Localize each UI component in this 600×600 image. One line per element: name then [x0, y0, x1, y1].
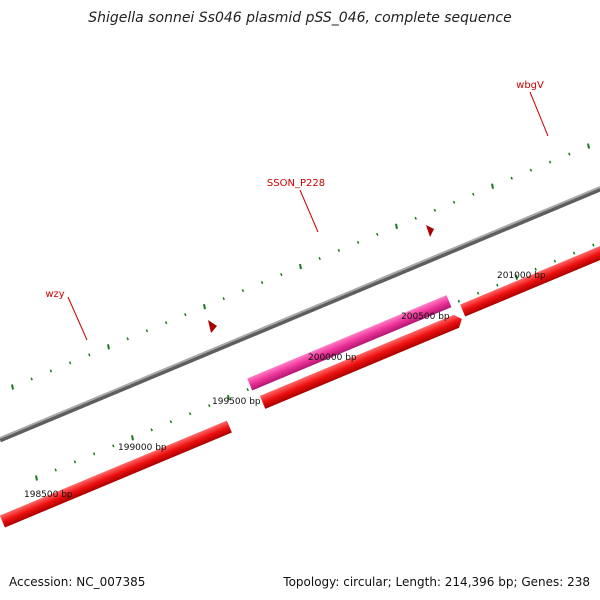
minor-tick	[92, 452, 96, 456]
minor-tick	[241, 289, 245, 293]
major-tick	[11, 384, 14, 390]
map-title: Shigella sonnei Ss046 plasmid pSS_046, c…	[88, 10, 512, 26]
minor-tick	[452, 200, 456, 204]
major-tick	[299, 263, 302, 270]
minor-tick	[73, 460, 77, 464]
minor-tick	[414, 216, 417, 220]
major-tick	[491, 183, 494, 189]
minor-tick	[54, 468, 57, 472]
minor-tick	[318, 256, 321, 261]
major-tick	[203, 303, 206, 310]
minor-tick	[572, 251, 576, 255]
minor-tick	[529, 168, 533, 172]
ruler-label-200000: 200000 bp	[308, 353, 357, 363]
sequence-backbone	[0, 186, 600, 443]
ruler-label-201000: 201000 bp	[497, 271, 546, 281]
minor-tick	[222, 297, 225, 301]
minor-tick	[457, 299, 461, 303]
gene-label-text: wbgV	[516, 80, 544, 91]
minor-tick	[472, 192, 475, 196]
ruler-label-198500: 198500 bp	[24, 490, 73, 500]
minor-tick	[68, 361, 72, 365]
minor-tick	[568, 152, 571, 156]
gene-label-wbgV: wbgV	[516, 80, 549, 137]
minor-tick	[112, 444, 115, 448]
minor-tick	[88, 353, 91, 357]
minor-tick	[184, 313, 187, 317]
minor-tick	[356, 240, 360, 244]
gene-SSON-P228-arrow[interactable]	[247, 295, 452, 391]
ruler-label-199000: 199000 bp	[118, 443, 167, 453]
gene-label-wzy: wzy	[45, 289, 88, 341]
gene-wzy-arrow[interactable]	[0, 420, 232, 528]
minor-tick	[476, 291, 480, 295]
minor-tick	[510, 176, 513, 180]
minor-tick	[145, 329, 149, 333]
minor-tick	[592, 243, 595, 247]
minor-tick	[49, 369, 53, 373]
gene-label-text: wzy	[45, 289, 64, 300]
gene-label-text: SSON_P228	[267, 178, 325, 189]
minor-tick	[337, 248, 341, 252]
accession-text: Accession: NC_007385	[9, 575, 146, 589]
middle-arrowhead	[426, 225, 434, 237]
outer-tick-row	[11, 143, 590, 390]
minor-tick	[260, 281, 264, 285]
minor-tick	[376, 232, 379, 236]
major-tick	[227, 394, 230, 401]
major-tick	[35, 475, 38, 481]
minor-tick	[150, 428, 153, 432]
major-tick	[131, 435, 134, 441]
major-tick	[587, 143, 590, 149]
minor-tick	[553, 259, 557, 263]
minor-tick	[30, 377, 33, 381]
major-tick	[515, 274, 518, 280]
major-tick	[107, 344, 110, 350]
gene-middle-arrow[interactable]	[259, 313, 465, 409]
minor-tick	[496, 283, 499, 287]
minor-tick	[280, 273, 283, 277]
major-tick	[395, 223, 398, 230]
minor-tick	[126, 337, 129, 341]
minor-tick	[534, 267, 537, 271]
minor-tick	[208, 404, 211, 408]
minor-tick	[548, 160, 552, 164]
gene-wbgV-arrow[interactable]	[460, 227, 600, 317]
minor-tick	[169, 420, 173, 424]
ruler-label-200500: 200500 bp	[401, 312, 450, 322]
wzy-arrowhead	[208, 320, 217, 333]
minor-tick	[164, 321, 168, 325]
minor-tick	[188, 412, 192, 416]
gene-label-SSON-P228: SSON_P228	[267, 178, 325, 233]
minor-tick	[433, 208, 437, 212]
ruler-label-199500: 199500 bp	[212, 397, 261, 407]
minor-tick	[246, 388, 249, 392]
summary-text: Topology: circular; Length: 214,396 bp; …	[283, 575, 590, 589]
